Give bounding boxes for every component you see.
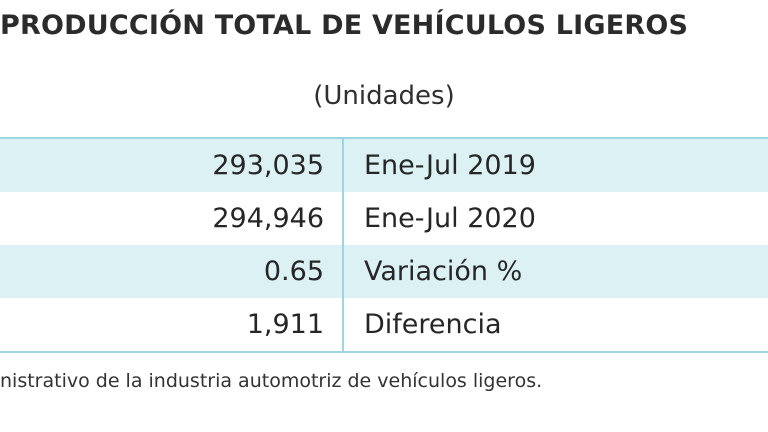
label-cell: Variación % xyxy=(364,256,523,287)
source-note: nistrativo de la industria automotriz de… xyxy=(0,370,543,392)
table-subtitle: (Unidades) xyxy=(0,81,768,111)
column-divider xyxy=(342,192,344,245)
units-label: (Unidades) xyxy=(313,81,455,111)
table-row: 294,946 Ene-Jul 2020 xyxy=(0,192,768,245)
value-cell: 293,035 xyxy=(212,150,324,181)
column-divider xyxy=(342,298,344,351)
value-cell: 1,911 xyxy=(246,309,324,340)
table-row: 293,035 Ene-Jul 2019 xyxy=(0,139,768,192)
column-divider xyxy=(342,245,344,298)
label-cell: Diferencia xyxy=(364,309,502,340)
value-cell: 294,946 xyxy=(212,203,324,234)
table-row: 0.65 Variación % xyxy=(0,245,768,298)
label-cell: Ene-Jul 2019 xyxy=(364,150,536,181)
column-divider xyxy=(342,139,344,192)
table-row: 1,911 Diferencia xyxy=(0,298,768,351)
label-cell: Ene-Jul 2020 xyxy=(364,203,536,234)
production-table: 293,035 Ene-Jul 2019 294,946 Ene-Jul 202… xyxy=(0,137,768,353)
value-cell: 0.65 xyxy=(263,256,324,287)
table-title: PRODUCCIÓN TOTAL DE VEHÍCULOS LIGEROS xyxy=(0,10,689,41)
